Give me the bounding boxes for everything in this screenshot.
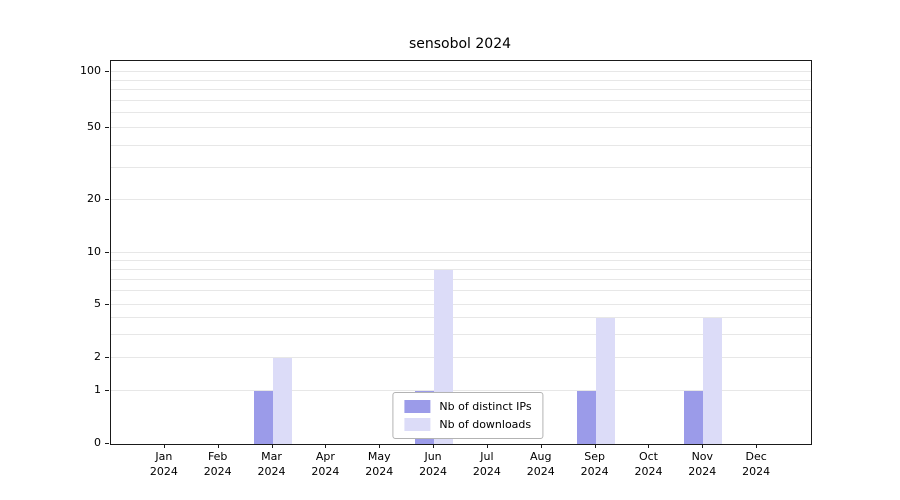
gridline <box>111 89 811 91</box>
x-tick-label: Oct 2024 <box>634 450 663 479</box>
y-tick-label: 50 <box>87 120 101 133</box>
x-tick-mark <box>756 444 758 448</box>
gridline <box>111 112 811 114</box>
x-tick-mark <box>702 444 704 448</box>
y-tick-label: 10 <box>87 245 101 258</box>
legend-swatch-distinct-ips <box>404 400 431 413</box>
y-tick-label: 5 <box>94 297 101 310</box>
gridline <box>111 268 811 270</box>
x-tick-label: Feb 2024 <box>203 450 232 479</box>
y-tick-label: 1 <box>94 383 101 396</box>
gridline <box>111 333 811 335</box>
y-tick-mark <box>105 251 109 253</box>
x-tick-label: Nov 2024 <box>688 450 717 479</box>
chart-title: sensobol 2024 <box>408 36 512 52</box>
x-tick-mark <box>325 444 327 448</box>
legend-swatch-downloads <box>404 418 431 431</box>
x-tick-mark <box>648 444 650 448</box>
x-tick-mark <box>217 444 219 448</box>
gridline <box>111 99 811 101</box>
bar-downloads-mar <box>272 358 292 444</box>
legend-item-downloads: Nb of downloads <box>404 418 531 431</box>
bar-downloads-sep <box>595 317 615 444</box>
x-tick-mark <box>540 444 542 448</box>
gridline <box>111 79 811 81</box>
bar-distinct-ips-mar <box>253 391 273 444</box>
legend-item-distinct-ips: Nb of distinct IPs <box>404 400 532 413</box>
gridline <box>111 357 811 358</box>
y-tick-mark <box>105 442 109 444</box>
y-tick-mark <box>105 198 109 200</box>
x-tick-label: May 2024 <box>365 450 394 479</box>
bar-distinct-ips-nov <box>684 391 704 444</box>
x-tick-label: Jul 2024 <box>472 450 501 479</box>
y-tick-label: 0 <box>94 436 101 449</box>
x-tick-label: Sep 2024 <box>580 450 609 479</box>
gridline <box>111 278 811 280</box>
legend-label-downloads: Nb of downloads <box>439 418 532 431</box>
x-tick-mark <box>271 444 273 448</box>
y-tick-label: 2 <box>94 350 101 363</box>
legend-label-distinct-ips: Nb of distinct IPs <box>439 400 532 413</box>
x-tick-mark <box>486 444 488 448</box>
x-tick-label: Apr 2024 <box>311 450 340 479</box>
gridline <box>111 167 811 169</box>
x-tick-mark <box>594 444 596 448</box>
gridline <box>111 316 811 318</box>
x-tick-label: Jun 2024 <box>419 450 448 479</box>
gridline <box>111 199 811 200</box>
legend: Nb of distinct IPs Nb of downloads <box>392 392 544 439</box>
y-tick-label: 100 <box>80 64 101 77</box>
gridline <box>111 127 811 128</box>
x-tick-label: Dec 2024 <box>742 450 771 479</box>
y-tick-mark <box>105 389 109 391</box>
gridline <box>111 304 811 305</box>
gridline <box>111 290 811 292</box>
x-tick-label: Mar 2024 <box>257 450 286 479</box>
y-tick-mark <box>105 303 109 305</box>
x-tick-mark <box>163 444 165 448</box>
gridline <box>111 144 811 146</box>
y-tick-label: 20 <box>87 192 101 205</box>
x-tick-mark <box>433 444 435 448</box>
y-tick-mark <box>105 356 109 358</box>
plot-area: Nb of distinct IPs Nb of downloads <box>110 60 812 445</box>
gridline <box>111 252 811 253</box>
gridline <box>111 259 811 261</box>
x-tick-label: Aug 2024 <box>526 450 555 479</box>
gridline <box>111 71 811 72</box>
x-tick-label: Jan 2024 <box>149 450 178 479</box>
bar-distinct-ips-sep <box>576 391 596 444</box>
y-tick-mark <box>105 70 109 72</box>
y-tick-mark <box>105 126 109 128</box>
x-tick-mark <box>379 444 381 448</box>
bar-downloads-nov <box>703 317 723 444</box>
gridline <box>111 390 811 391</box>
